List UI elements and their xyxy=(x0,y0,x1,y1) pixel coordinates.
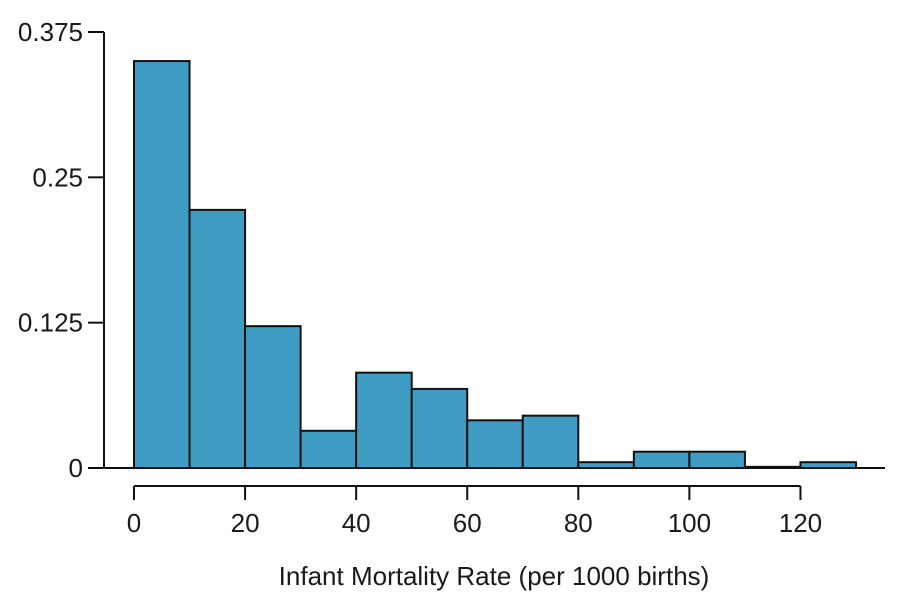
histogram-bars xyxy=(133,60,858,470)
x-axis: 0 20 40 60 80 100 120 xyxy=(127,485,822,538)
histogram-bar xyxy=(133,60,191,469)
histogram-bar xyxy=(410,387,469,469)
histogram-bar xyxy=(355,371,413,470)
histogram-bar xyxy=(688,450,746,469)
x-tick-label: 80 xyxy=(564,508,593,538)
histogram-bar xyxy=(188,208,247,469)
y-axis: 0 0.125 0.25 0.375 xyxy=(18,17,105,483)
x-tick-label: 60 xyxy=(453,508,482,538)
x-axis-title: Infant Mortality Rate (per 1000 births) xyxy=(279,561,710,591)
histogram-bar xyxy=(299,429,358,470)
x-tick-label: 120 xyxy=(779,508,822,538)
x-tick-label: 40 xyxy=(342,508,371,538)
x-tick-label: 0 xyxy=(127,508,141,538)
histogram-bar xyxy=(466,419,524,469)
y-tick-label: 0 xyxy=(69,453,83,483)
y-tick-label: 0.125 xyxy=(18,308,83,338)
histogram-bar xyxy=(632,450,691,469)
histogram-bar xyxy=(521,414,580,469)
x-tick-label: 20 xyxy=(231,508,260,538)
x-tick-label: 100 xyxy=(668,508,711,538)
histogram-bar xyxy=(244,325,302,469)
y-tick-label: 0.375 xyxy=(18,17,83,47)
y-tick-label: 0.25 xyxy=(32,162,83,192)
